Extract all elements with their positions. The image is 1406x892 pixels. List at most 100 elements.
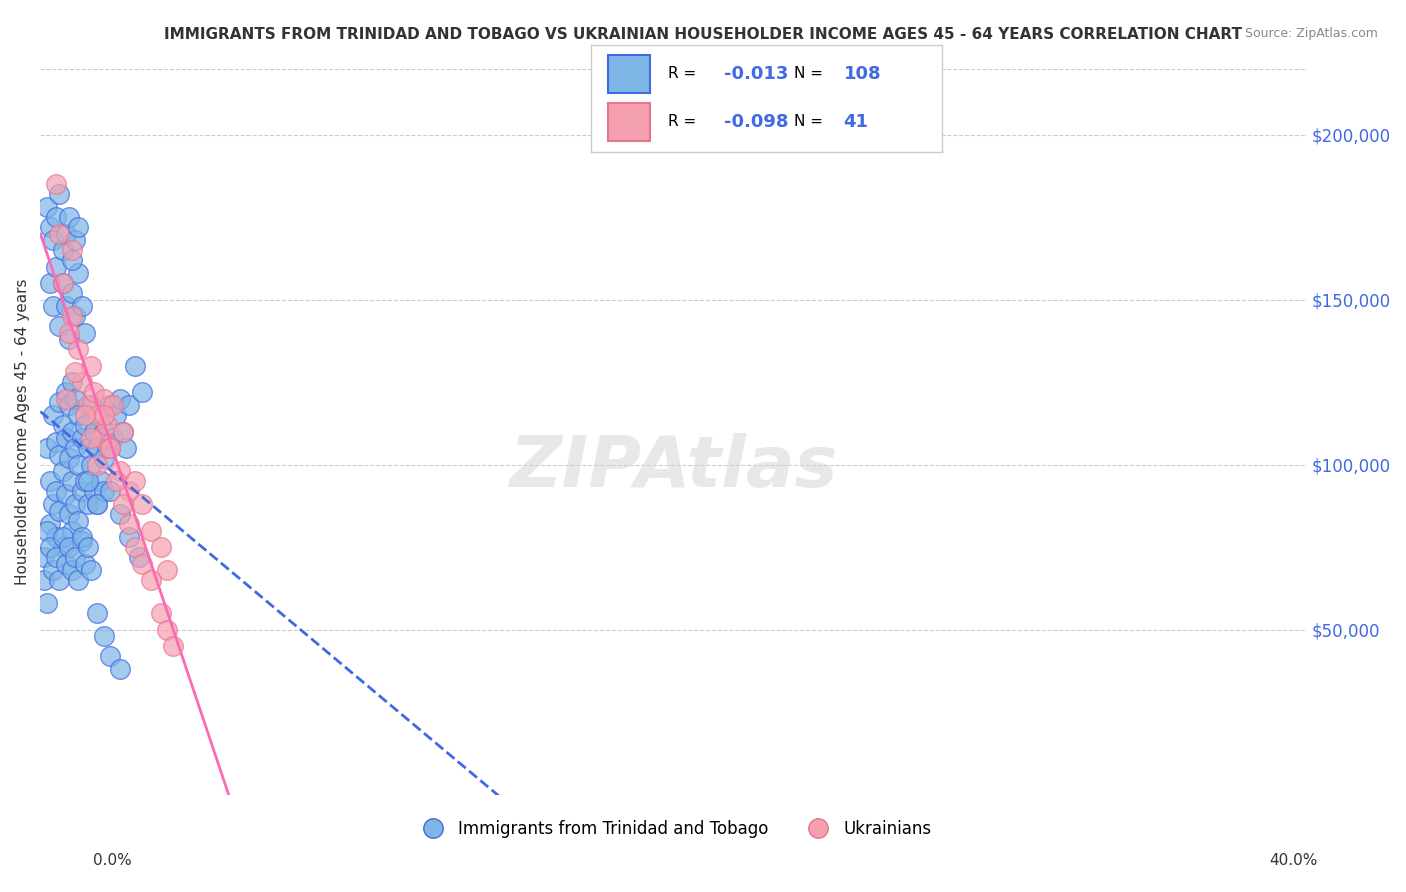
Point [60,252,83,267]
Point [60,563,83,577]
Point [118,516,141,531]
Point [45,177,67,191]
Point [60,285,83,300]
Point [98,649,121,664]
Point [156,563,179,577]
Point [65,392,87,406]
Point [60,309,83,323]
Point [156,623,179,637]
Point [60,524,83,538]
Point [86,606,108,620]
Point [90,474,112,488]
Point [60,425,83,439]
Point [86,497,108,511]
Point [70,375,93,389]
Point [118,398,141,412]
Point [48,573,70,587]
Point [48,395,70,409]
Point [52,464,75,478]
Y-axis label: Householder Income Ages 45 - 64 years: Householder Income Ages 45 - 64 years [15,278,30,585]
Point [77,497,100,511]
Point [45,260,67,274]
Point [67,458,90,472]
Point [86,458,108,472]
Point [58,326,80,340]
Point [105,408,128,422]
Text: 40.0%: 40.0% [1270,854,1317,868]
Point [65,497,87,511]
Point [60,375,83,389]
Text: 41: 41 [844,112,869,130]
Point [55,227,77,241]
Point [65,365,87,379]
Point [39,474,62,488]
Point [90,431,112,445]
Point [108,662,131,676]
Point [80,563,103,577]
Point [58,398,80,412]
Point [73,474,96,488]
Point [111,497,134,511]
Point [52,540,75,554]
Point [93,392,115,406]
Point [93,408,115,422]
Point [93,483,115,498]
Point [73,557,96,571]
Point [48,318,70,333]
Point [80,431,103,445]
Text: R =: R = [668,114,702,129]
Point [39,540,62,554]
Point [58,540,80,554]
Point [86,441,108,455]
Point [42,233,65,247]
Point [39,516,62,531]
Text: ZIPAtlas: ZIPAtlas [509,434,838,502]
Point [48,504,70,518]
Point [42,563,65,577]
Point [80,458,103,472]
Point [35,596,58,610]
Point [80,398,103,412]
Point [124,540,146,554]
Point [86,497,108,511]
Point [67,408,90,422]
Point [39,276,62,290]
Point [52,243,75,257]
Point [77,540,100,554]
Point [70,533,93,548]
Text: N =: N = [794,114,828,129]
Point [35,524,58,538]
Text: -0.013: -0.013 [724,64,789,82]
Point [131,384,153,399]
Point [55,487,77,501]
FancyBboxPatch shape [609,55,650,93]
Point [55,384,77,399]
Point [124,474,146,488]
Point [67,266,90,280]
Point [105,474,128,488]
Point [35,441,58,455]
Point [52,530,75,544]
Point [52,417,75,432]
Point [111,425,134,439]
Point [65,441,87,455]
Point [52,276,75,290]
Point [149,540,172,554]
Point [93,450,115,465]
Point [141,524,163,538]
Point [32,573,55,587]
Point [45,549,67,564]
Point [77,474,100,488]
Point [86,408,108,422]
Point [70,431,93,445]
Point [45,434,67,449]
Point [108,507,131,521]
Point [77,398,100,412]
Point [42,299,65,313]
Point [70,483,93,498]
Point [52,276,75,290]
Point [93,629,115,643]
Point [118,483,141,498]
Point [42,497,65,511]
Point [108,392,131,406]
